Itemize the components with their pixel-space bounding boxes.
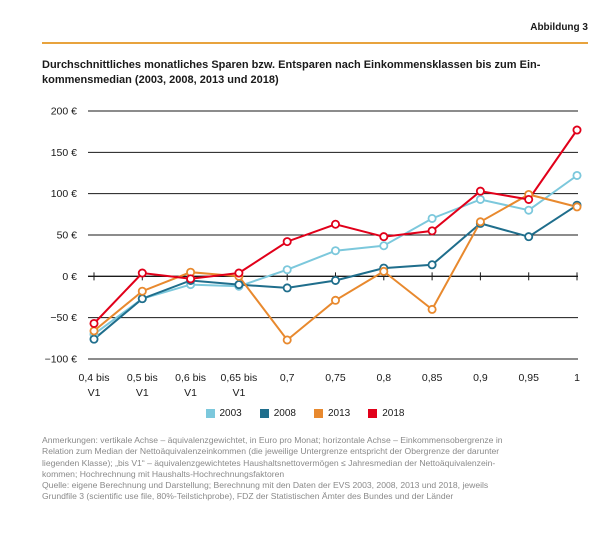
data-point-2008 bbox=[427, 260, 437, 270]
legend-swatch bbox=[368, 409, 378, 418]
data-point-2013 bbox=[282, 335, 292, 345]
notes-line-1: Anmerkungen: vertikale Achse – äquivalen… bbox=[42, 435, 503, 445]
data-point-2013 bbox=[137, 286, 147, 296]
data-point-2008 bbox=[234, 280, 244, 290]
legend-label: 2018 bbox=[382, 408, 405, 419]
x-tick-label: V1 bbox=[88, 387, 101, 399]
data-point-2008 bbox=[282, 283, 292, 293]
figure-label: Abbildung 3 bbox=[530, 22, 588, 33]
legend-swatch bbox=[314, 409, 323, 418]
x-tick-label: 0,4 bis bbox=[79, 372, 110, 384]
legend-label: 2003 bbox=[219, 408, 242, 419]
legend-item-2008: 2008 bbox=[259, 408, 296, 419]
legend-label: 2013 bbox=[328, 408, 351, 419]
data-point-2018 bbox=[234, 268, 244, 278]
notes-line-6: Grundfile 3 (scientific use file, 80%-Te… bbox=[42, 491, 454, 502]
data-point-2013 bbox=[475, 217, 485, 227]
x-tick-label: 0,6 bis bbox=[175, 372, 206, 384]
y-tick-label: 100 € bbox=[51, 188, 77, 200]
data-point-2003 bbox=[524, 205, 534, 215]
chart-legend: 2003 2008 2013 2018 bbox=[0, 408, 610, 419]
x-tick-label: V1 bbox=[136, 387, 149, 399]
chart-title-line-2: kommensmedian (2003, 2008, 2013 und 2018… bbox=[42, 74, 279, 86]
chart-title: Durchschnittliches monatliches Sparen bz… bbox=[42, 58, 582, 88]
y-tick-label: 50 € bbox=[57, 230, 78, 242]
data-point-2003 bbox=[475, 194, 485, 204]
x-tick-label: 0,7 bbox=[280, 372, 295, 384]
data-point-2003 bbox=[282, 265, 292, 275]
data-point-2003 bbox=[330, 246, 340, 256]
data-point-2003 bbox=[427, 213, 437, 223]
data-point-2008 bbox=[89, 334, 99, 344]
x-tick-label: V1 bbox=[184, 387, 197, 399]
data-point-2018 bbox=[427, 226, 437, 236]
y-tick-label: −100 € bbox=[45, 354, 78, 366]
notes-line-2: Relation zum Median der Nettoäquivalenze… bbox=[42, 446, 500, 457]
data-point-2018 bbox=[475, 186, 485, 196]
line-chart: 200 € 150 € 100 € 50 € 0 € −50 € −100 €0,4 bis… bbox=[45, 106, 582, 399]
data-point-2018 bbox=[572, 125, 582, 135]
data-point-2013 bbox=[572, 202, 582, 212]
notes-line-5: Quelle: eigene Berechnung und Darstellun… bbox=[42, 480, 489, 491]
x-tick-label: 0,95 bbox=[518, 372, 539, 384]
x-tick-label: 0,8 bbox=[376, 372, 391, 384]
data-point-2018 bbox=[379, 232, 389, 242]
x-tick-label: V1 bbox=[232, 387, 245, 399]
data-point-2013 bbox=[379, 266, 389, 276]
data-point-2008 bbox=[524, 232, 534, 242]
legend-swatch bbox=[205, 409, 215, 418]
data-point-2013 bbox=[427, 304, 437, 314]
data-point-2018 bbox=[186, 274, 196, 284]
data-point-2018 bbox=[524, 194, 534, 204]
y-tick-label: 200 € bbox=[51, 106, 77, 118]
x-tick-label: 0,9 bbox=[473, 372, 488, 384]
y-tick-label: 150 € bbox=[51, 147, 77, 159]
legend-item-2013: 2013 bbox=[314, 408, 350, 419]
notes-line-4: kommen; Hochrechnung mit Haushalts-Hochr… bbox=[42, 468, 285, 479]
chart-title-line-1: Durchschnittliches monatliches Sparen bz… bbox=[42, 59, 541, 71]
x-tick-label: 0,85 bbox=[422, 372, 443, 384]
series-line-2013 bbox=[93, 193, 578, 342]
y-tick-label: −50 € bbox=[50, 312, 77, 324]
x-tick-label: 0,5 bis bbox=[127, 372, 158, 384]
data-point-2003 bbox=[572, 170, 582, 180]
data-point-2003 bbox=[379, 241, 389, 251]
data-point-2008 bbox=[137, 294, 147, 304]
top-rule bbox=[42, 42, 588, 44]
data-point-2013 bbox=[89, 326, 99, 336]
y-tick-label: 0 € bbox=[62, 271, 77, 283]
data-point-2013 bbox=[330, 295, 340, 305]
chart-notes: Anmerkungen: vertikale Achse – äquivalen… bbox=[42, 435, 590, 503]
data-point-2018 bbox=[89, 318, 99, 328]
x-tick-label: 0,65 bis bbox=[221, 372, 258, 384]
legend-item-2003: 2003 bbox=[205, 408, 242, 419]
legend-item-2018: 2018 bbox=[368, 408, 405, 419]
x-tick-label: 1 bbox=[574, 372, 580, 384]
data-point-2018 bbox=[137, 268, 147, 278]
data-point-2008 bbox=[330, 275, 340, 285]
x-tick-label: 0,75 bbox=[325, 372, 346, 384]
legend-label: 2008 bbox=[273, 408, 296, 419]
data-point-2018 bbox=[330, 219, 340, 229]
legend-swatch bbox=[259, 409, 269, 418]
data-point-2018 bbox=[282, 237, 292, 247]
notes-line-3: liegenden Klasse); „bis V1“ – äquivalenz… bbox=[42, 457, 496, 468]
